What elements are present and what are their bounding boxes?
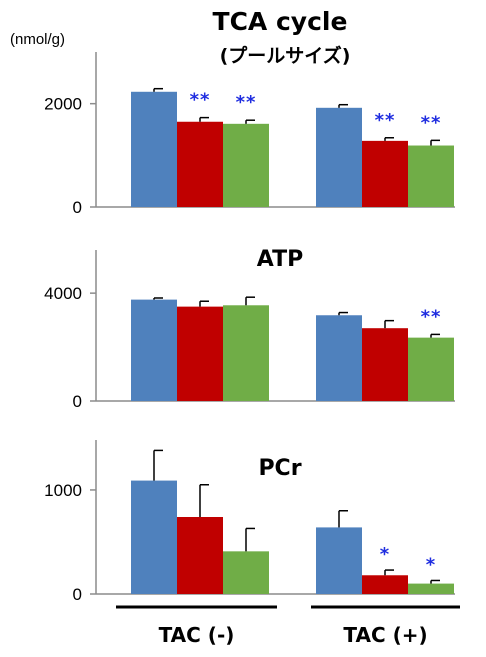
chart-panel: 0 2000 TCA cycle (プールサイズ) ** ** ** ** [44,7,455,217]
bar [177,121,223,207]
panel-title: TCA cycle [213,7,348,36]
bar [408,583,454,594]
bar [223,551,269,594]
bar [316,315,362,401]
bar [131,480,177,594]
bar [408,145,454,207]
panel-title: PCr [258,456,301,481]
y-tick-label: 4000 [44,284,82,303]
chart-panel: 0 1000 PCr * * [44,440,455,604]
bar [131,91,177,207]
significance-label: ** [421,112,442,133]
panel-subtitle: (プールサイズ) [220,44,351,67]
chart-panel: 0 4000 ATP ** [44,247,455,411]
bar [408,337,454,401]
bar [177,306,223,401]
y-tick-label: 2000 [44,95,82,114]
significance-label: ** [190,90,211,111]
significance-label: * [426,554,436,575]
significance-label: ** [236,92,257,113]
bar [223,123,269,207]
group-label: TAC (+) [343,623,427,647]
y-tick-label: 0 [73,198,82,217]
bar [316,107,362,207]
bar [316,527,362,594]
bar [131,299,177,401]
bar [362,328,408,401]
significance-label: * [380,544,390,565]
y-unit-label: (nmol/g) [10,31,65,48]
significance-label: ** [421,306,442,327]
bar [362,140,408,207]
bar [362,575,408,594]
panel-title: ATP [257,247,303,272]
bar [177,517,223,594]
y-tick-label: 1000 [44,481,82,500]
group-label: TAC (-) [159,623,235,647]
y-tick-label: 0 [73,392,82,411]
y-tick-label: 0 [73,585,82,604]
bar [223,305,269,401]
significance-label: ** [375,110,396,131]
